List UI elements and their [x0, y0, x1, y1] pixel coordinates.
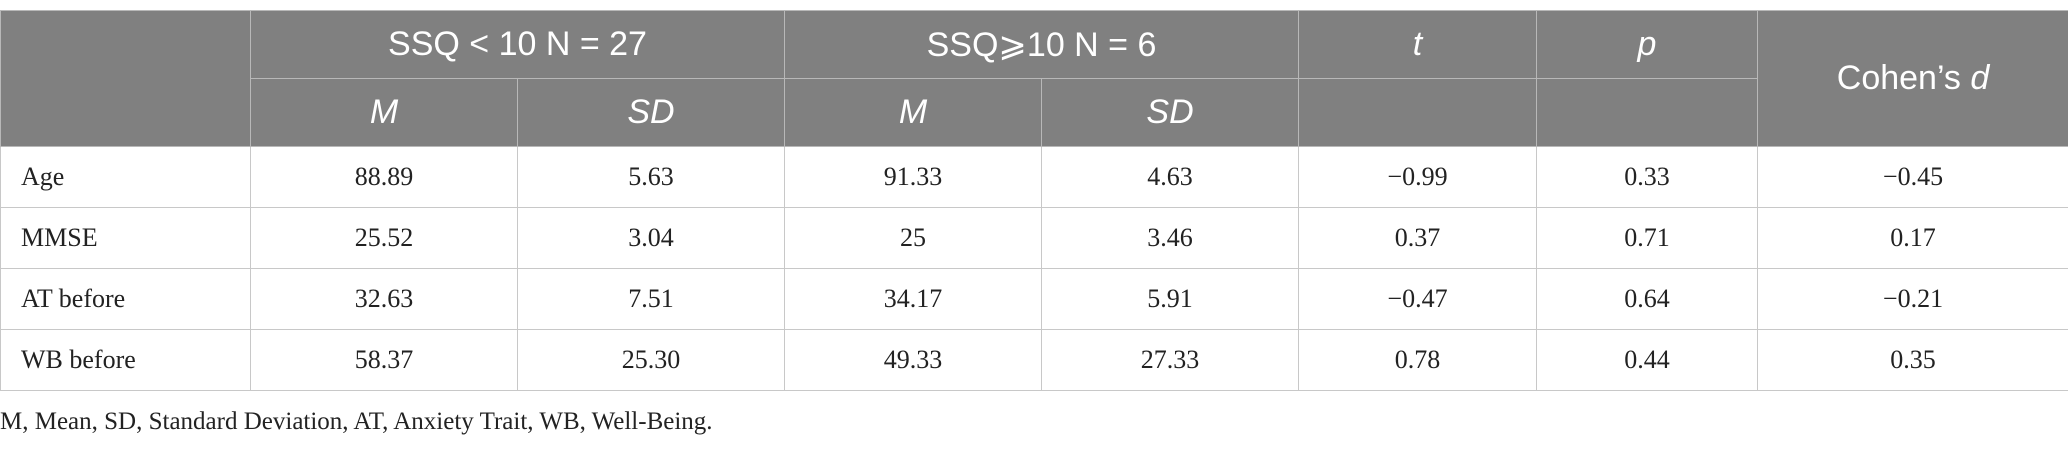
- header-group-ssq-high: SSQ⩾10 N = 6: [783, 10, 1300, 79]
- cell-t: −0.99: [1298, 146, 1538, 208]
- header-group-ssq-low: SSQ < 10 N = 27: [250, 10, 785, 79]
- cell-mean-high: 49.33: [784, 329, 1042, 391]
- header-t-sub-empty: [1298, 78, 1538, 147]
- cell-mean-low: 25.52: [250, 207, 518, 269]
- table-footnote: M, Mean, SD, Standard Deviation, AT, Anx…: [0, 408, 713, 435]
- cell-sd-low: 5.63: [517, 146, 785, 208]
- cell-p: 0.33: [1536, 146, 1759, 208]
- header-cohens-d: Cohen’s d: [1757, 10, 2068, 147]
- cell-sd-high: 4.63: [1040, 146, 1300, 208]
- cell-t: 0.37: [1298, 207, 1538, 269]
- row-label: MMSE: [0, 207, 251, 269]
- table-header: SSQ < 10 N = 27 SSQ⩾10 N = 6 t p Cohen’s…: [0, 10, 2068, 147]
- header-row-sub: M SD M SD: [1, 78, 2068, 147]
- header-cohens-d-letter: d: [1970, 59, 1990, 97]
- row-label: AT before: [0, 268, 251, 330]
- cell-sd-low: 25.30: [517, 329, 785, 391]
- header-cohens-prefix: Cohen’s: [1836, 59, 1971, 97]
- cell-sd-high: 5.91: [1040, 268, 1300, 330]
- cell-cohens-d: −0.45: [1757, 146, 2068, 208]
- row-label: WB before: [0, 329, 251, 391]
- table-row: MMSE 25.52 3.04 25 3.46 0.37 0.71 0.17: [0, 207, 2068, 269]
- cell-cohens-d: 0.35: [1757, 329, 2068, 391]
- row-label: Age: [0, 146, 251, 208]
- table-row: AT before 32.63 7.51 34.17 5.91 −0.47 0.…: [0, 268, 2068, 330]
- cell-sd-high: 27.33: [1040, 329, 1300, 391]
- cell-sd-high: 3.46: [1040, 207, 1300, 269]
- header-p: p: [1536, 10, 1759, 79]
- header-g2-sd: SD: [1040, 78, 1300, 147]
- header-g2-mean: M: [784, 78, 1042, 147]
- cell-cohens-d: 0.17: [1757, 207, 2068, 269]
- cell-sd-low: 3.04: [517, 207, 785, 269]
- cell-t: 0.78: [1298, 329, 1538, 391]
- cell-mean-low: 58.37: [250, 329, 518, 391]
- header-t: t: [1298, 10, 1538, 79]
- cell-p: 0.44: [1536, 329, 1759, 391]
- cell-mean-high: 34.17: [784, 268, 1042, 330]
- cell-cohens-d: −0.21: [1757, 268, 2068, 330]
- cell-mean-high: 25: [784, 207, 1042, 269]
- table-row: WB before 58.37 25.30 49.33 27.33 0.78 0…: [0, 329, 2068, 391]
- header-p-sub-empty: [1536, 78, 1759, 147]
- table-body: Age 88.89 5.63 91.33 4.63 −0.99 0.33 −0.…: [0, 146, 2068, 391]
- cell-sd-low: 7.51: [517, 268, 785, 330]
- header-corner-cell: [0, 10, 251, 147]
- cell-mean-high: 91.33: [784, 146, 1042, 208]
- cell-p: 0.64: [1536, 268, 1759, 330]
- statistics-table: SSQ < 10 N = 27 SSQ⩾10 N = 6 t p Cohen’s…: [0, 10, 2068, 391]
- header-g1-mean: M: [250, 78, 518, 147]
- header-row-top: SSQ < 10 N = 27 SSQ⩾10 N = 6 t p Cohen’s…: [0, 10, 2068, 147]
- cell-p: 0.71: [1536, 207, 1759, 269]
- cell-t: −0.47: [1298, 268, 1538, 330]
- header-g1-sd: SD: [517, 78, 785, 147]
- cell-mean-low: 32.63: [250, 268, 518, 330]
- cell-mean-low: 88.89: [250, 146, 518, 208]
- table-row: Age 88.89 5.63 91.33 4.63 −0.99 0.33 −0.…: [0, 146, 2068, 208]
